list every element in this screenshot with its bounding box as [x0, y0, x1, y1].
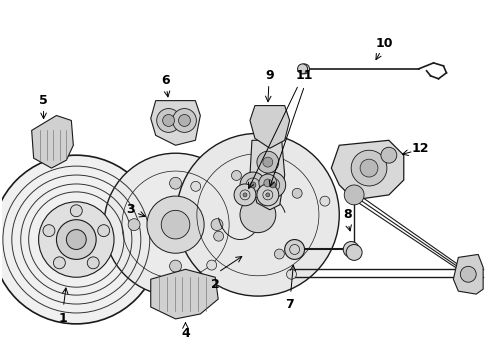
Text: 7: 7	[285, 297, 294, 311]
Circle shape	[147, 196, 204, 253]
Circle shape	[261, 142, 270, 152]
Circle shape	[66, 230, 86, 249]
Polygon shape	[151, 269, 218, 319]
Circle shape	[170, 260, 181, 272]
Circle shape	[53, 257, 65, 269]
Text: 8: 8	[343, 208, 351, 221]
Circle shape	[257, 184, 279, 206]
Circle shape	[257, 151, 279, 173]
Circle shape	[178, 114, 191, 126]
Circle shape	[270, 182, 276, 188]
Circle shape	[381, 147, 397, 163]
Text: 2: 2	[211, 278, 220, 291]
Circle shape	[56, 220, 96, 260]
Circle shape	[460, 266, 476, 282]
Circle shape	[191, 181, 201, 191]
Circle shape	[161, 210, 190, 239]
Circle shape	[266, 193, 270, 197]
Circle shape	[274, 249, 284, 259]
Circle shape	[207, 260, 217, 270]
Circle shape	[264, 179, 272, 187]
Circle shape	[287, 269, 296, 279]
Circle shape	[71, 205, 82, 217]
Circle shape	[292, 188, 302, 198]
Circle shape	[263, 157, 273, 167]
Text: 1: 1	[59, 312, 68, 325]
Circle shape	[360, 159, 378, 177]
Text: 6: 6	[161, 74, 170, 87]
Circle shape	[43, 225, 55, 237]
Circle shape	[320, 196, 330, 206]
Circle shape	[0, 155, 161, 324]
Polygon shape	[250, 105, 290, 148]
Text: 3: 3	[126, 203, 135, 216]
Circle shape	[297, 64, 308, 74]
Circle shape	[234, 184, 256, 206]
Polygon shape	[32, 116, 74, 168]
Text: 10: 10	[375, 37, 392, 50]
Circle shape	[163, 114, 174, 126]
Circle shape	[214, 231, 223, 241]
Circle shape	[211, 219, 223, 231]
Polygon shape	[250, 140, 285, 210]
Circle shape	[250, 182, 256, 188]
Circle shape	[285, 239, 305, 260]
Circle shape	[343, 242, 359, 257]
Circle shape	[231, 171, 242, 180]
Circle shape	[299, 64, 310, 74]
Text: 9: 9	[266, 69, 274, 82]
Circle shape	[128, 219, 140, 231]
Circle shape	[170, 177, 181, 189]
Polygon shape	[151, 100, 200, 145]
Text: 12: 12	[412, 142, 429, 155]
Circle shape	[172, 109, 196, 132]
Circle shape	[104, 153, 247, 296]
Circle shape	[240, 172, 266, 198]
Polygon shape	[453, 255, 483, 294]
Circle shape	[240, 197, 276, 233]
Circle shape	[87, 257, 99, 269]
Text: 11: 11	[296, 69, 313, 82]
Circle shape	[39, 202, 114, 277]
Circle shape	[98, 225, 110, 237]
Polygon shape	[331, 140, 404, 200]
Circle shape	[176, 133, 339, 296]
Circle shape	[243, 193, 247, 197]
Circle shape	[260, 172, 286, 198]
Circle shape	[157, 109, 180, 132]
Circle shape	[344, 185, 364, 205]
Circle shape	[259, 174, 277, 192]
Text: 5: 5	[39, 94, 48, 107]
Circle shape	[346, 244, 362, 260]
Circle shape	[351, 150, 387, 186]
Text: 4: 4	[181, 327, 190, 340]
